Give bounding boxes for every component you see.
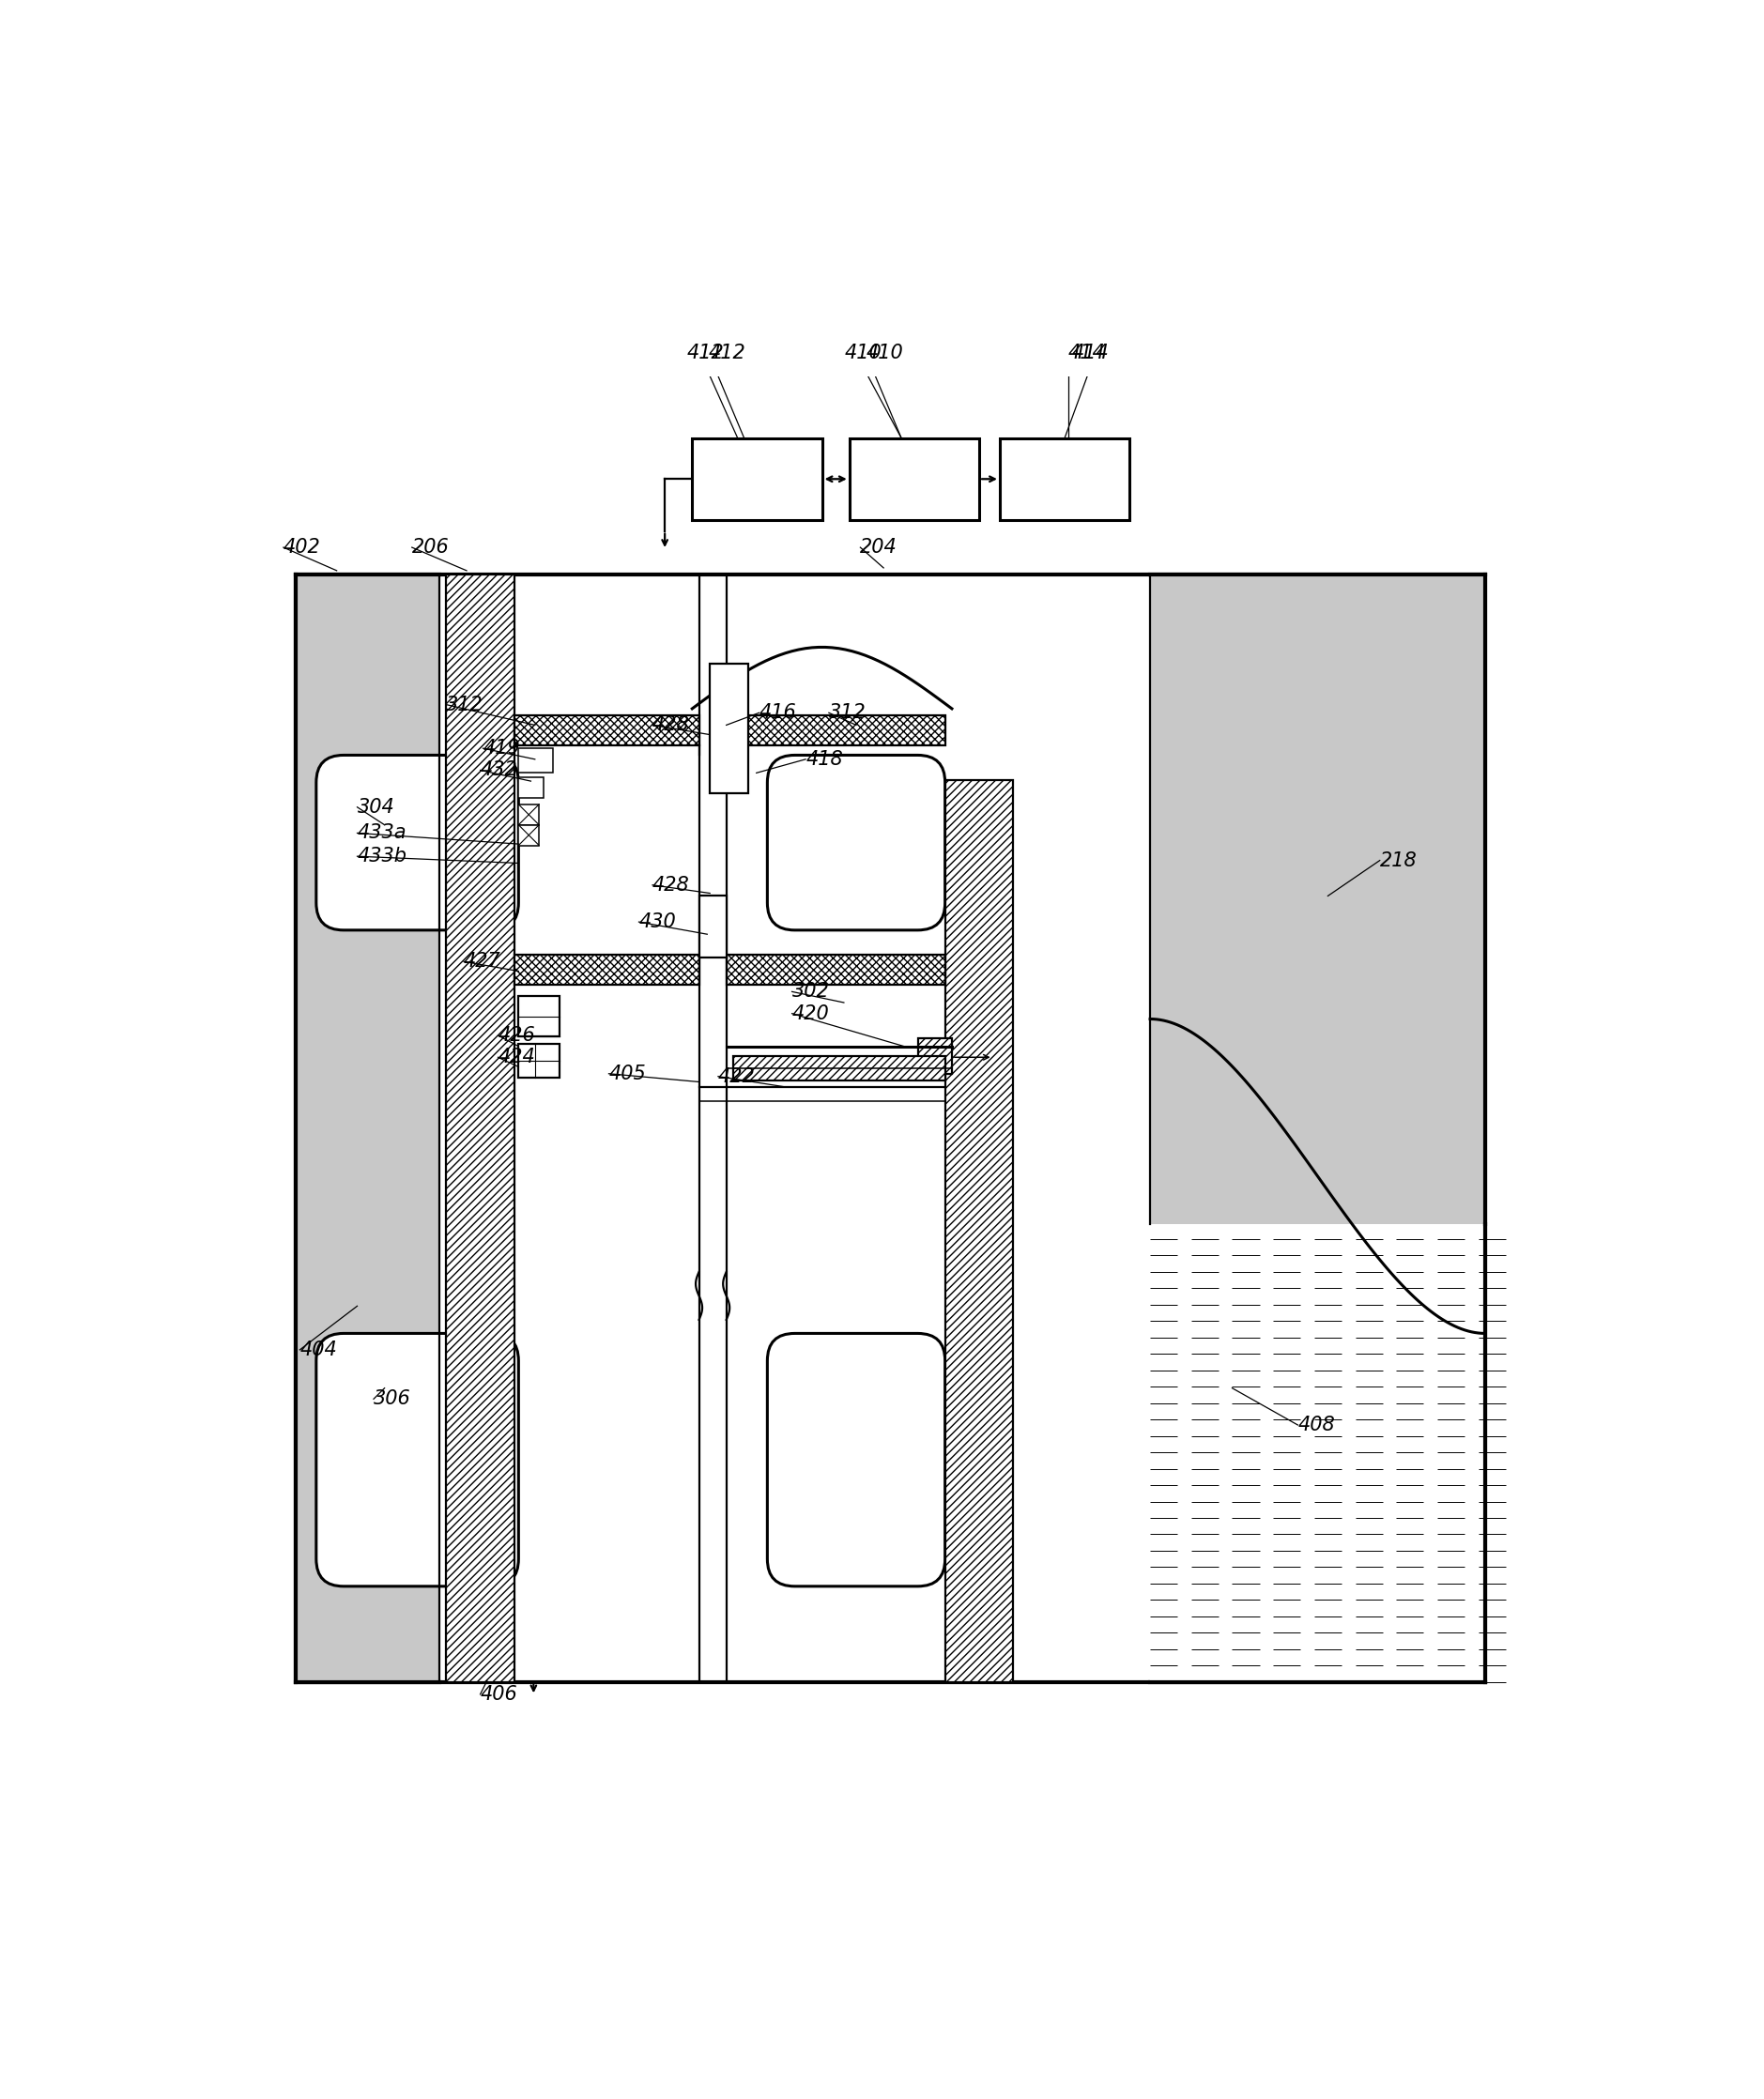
Text: 428: 428 xyxy=(653,875,690,894)
Bar xyxy=(1000,439,1129,521)
Text: 404: 404 xyxy=(300,1341,337,1360)
Bar xyxy=(1150,1224,1485,1681)
Text: 312: 312 xyxy=(446,695,483,714)
Text: 405: 405 xyxy=(609,1064,646,1083)
Bar xyxy=(515,955,699,984)
Text: 302: 302 xyxy=(792,982,829,1001)
Text: 428: 428 xyxy=(653,716,690,735)
Text: 418: 418 xyxy=(806,749,843,768)
Bar xyxy=(446,575,515,1681)
Bar xyxy=(519,777,543,798)
Bar xyxy=(946,779,1013,1681)
Bar xyxy=(709,663,748,793)
Text: 414: 414 xyxy=(1067,344,1106,363)
Text: 410: 410 xyxy=(845,344,882,363)
Text: 406: 406 xyxy=(480,1685,517,1704)
Bar xyxy=(519,995,559,1037)
Text: 433b: 433b xyxy=(356,846,407,865)
Bar xyxy=(1150,575,1485,1224)
Text: 410: 410 xyxy=(866,344,903,363)
Bar xyxy=(691,439,822,521)
Text: 430: 430 xyxy=(639,913,676,932)
Text: 312: 312 xyxy=(829,703,866,722)
Bar xyxy=(515,716,699,745)
Text: 412: 412 xyxy=(688,344,725,363)
Bar xyxy=(519,804,540,825)
FancyBboxPatch shape xyxy=(767,756,946,930)
Bar xyxy=(296,575,1485,1681)
Text: 426: 426 xyxy=(497,1026,534,1045)
Text: 419: 419 xyxy=(483,739,520,758)
Bar xyxy=(917,1039,953,1075)
Text: 206: 206 xyxy=(413,537,450,556)
Bar xyxy=(519,825,540,846)
Text: 416: 416 xyxy=(759,703,797,722)
Text: 414: 414 xyxy=(1073,344,1110,363)
Text: 424: 424 xyxy=(497,1047,534,1066)
Text: 408: 408 xyxy=(1298,1415,1335,1434)
Text: 402: 402 xyxy=(284,537,321,556)
Text: 433a: 433a xyxy=(356,823,406,842)
Text: 420: 420 xyxy=(792,1003,829,1022)
Bar xyxy=(296,575,439,1681)
Text: 218: 218 xyxy=(1379,850,1416,869)
Text: 422: 422 xyxy=(718,1066,755,1085)
Text: 204: 204 xyxy=(861,537,898,556)
Bar xyxy=(699,896,727,957)
FancyBboxPatch shape xyxy=(316,1333,519,1587)
Text: 306: 306 xyxy=(374,1390,411,1408)
Bar xyxy=(519,749,552,772)
Text: 432: 432 xyxy=(480,760,517,779)
Text: 412: 412 xyxy=(709,344,746,363)
Bar xyxy=(734,1056,946,1081)
Text: 304: 304 xyxy=(356,798,395,817)
Bar xyxy=(727,716,946,745)
Bar xyxy=(519,1043,559,1077)
Text: 427: 427 xyxy=(464,953,501,972)
Bar xyxy=(727,955,946,984)
Bar xyxy=(850,439,979,521)
FancyBboxPatch shape xyxy=(316,756,519,930)
FancyBboxPatch shape xyxy=(767,1333,946,1587)
